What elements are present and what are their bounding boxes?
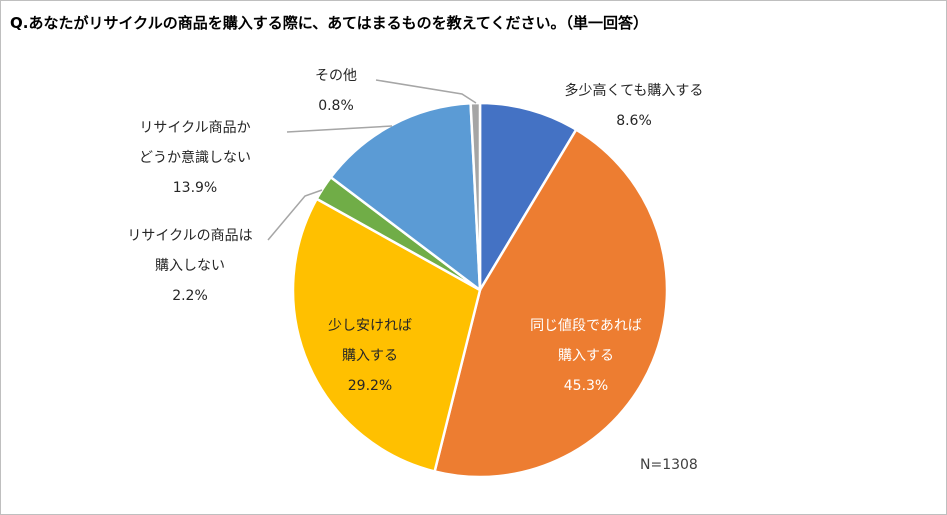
data-label-category: リサイクルの商品は <box>127 228 252 244</box>
data-label-value: 29.2% <box>348 378 392 394</box>
data-label-category: 多少高くても購入する <box>565 82 704 99</box>
data-label-category: 少し安ければ <box>328 318 412 334</box>
leader-line <box>286 125 393 133</box>
sample-size-note: N=1308 <box>640 457 698 473</box>
data-label-value: 0.8% <box>318 98 354 114</box>
data-label-category: その他 <box>315 68 357 84</box>
data-label-value: 13.9% <box>173 180 217 196</box>
slice-buy-if-same-price <box>433 128 669 479</box>
data-label-category: リサイクル商品か <box>139 120 250 136</box>
leader-line <box>267 189 323 241</box>
data-label-category: 購入する <box>558 348 614 364</box>
chart-title: Q.あなたがリサイクルの商品を購入する際に、あてはまるものを教えてください。（単… <box>10 14 648 32</box>
slice-not-conscious <box>329 101 482 292</box>
data-label-category: 購入しない <box>155 258 225 274</box>
data-label-value: 8.6% <box>616 113 652 129</box>
data-label-category: 同じ値段であれば <box>530 318 642 334</box>
leader-line <box>375 79 477 104</box>
data-label-category: 購入する <box>342 348 398 364</box>
data-label-value: 2.2% <box>172 288 208 304</box>
slice-buy-even-if-pricier <box>478 101 578 292</box>
data-label-category: どうか意識しない <box>139 149 251 166</box>
data-label-value: 45.3% <box>564 378 608 394</box>
slice-buy-if-cheaper <box>291 197 482 473</box>
